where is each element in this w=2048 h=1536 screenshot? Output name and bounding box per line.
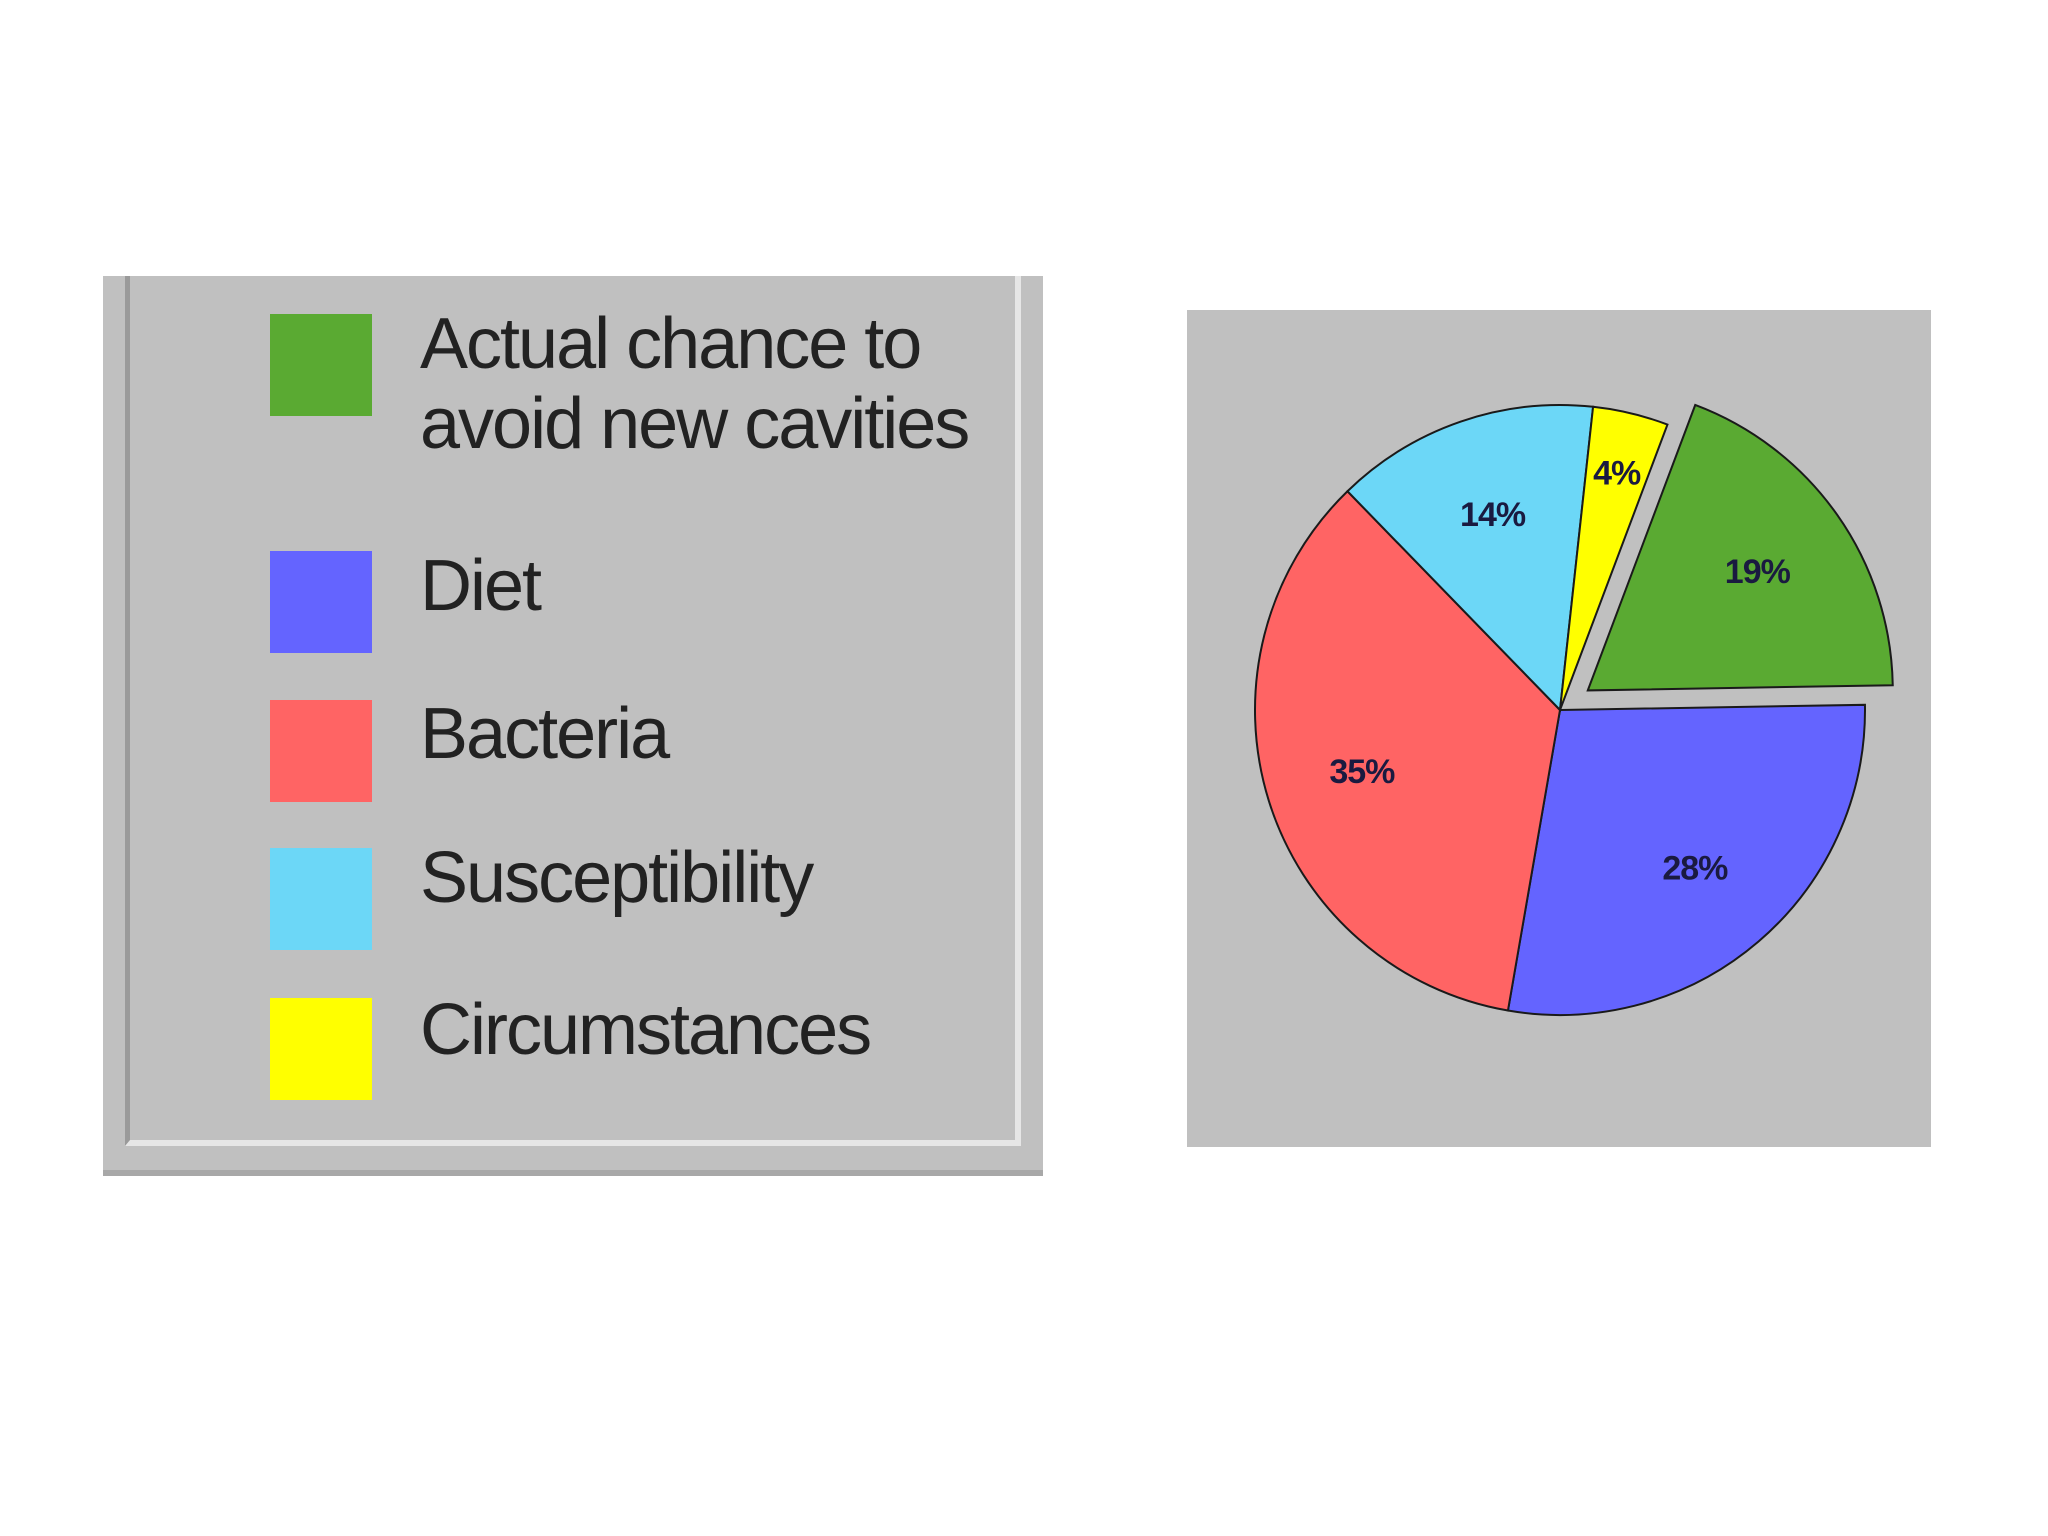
- pie-value-label-1: 28%: [1662, 850, 1728, 888]
- pie-slice-3: [1346, 404, 1595, 713]
- pie-value-label-3: 14%: [1460, 496, 1526, 534]
- legend-label-line: Actual chance to: [420, 304, 922, 384]
- legend-frame: Actual chance to avoid new cavities Diet…: [125, 276, 1021, 1146]
- legend-label-line: Circumstances: [420, 990, 872, 1070]
- pie-value-label-0: 19%: [1725, 553, 1791, 591]
- legend-swatch-cyan: [270, 848, 372, 950]
- legend-label-line: avoid new cavities: [420, 384, 970, 464]
- legend-swatch-blue: [270, 551, 372, 653]
- legend-label-line: Susceptibility: [420, 838, 814, 918]
- chart-panel: 19% 28% 35% 14% 4%: [1187, 310, 1931, 1147]
- legend-swatch-yellow: [270, 998, 372, 1100]
- pie-value-label-4: 4%: [1593, 455, 1641, 493]
- pie-value-label-2: 35%: [1329, 753, 1395, 791]
- pie-slice-1: [1506, 703, 1866, 1016]
- pie-slice-2: [1254, 489, 1562, 1012]
- legend-swatch-red: [270, 700, 372, 802]
- pie-slice-0: [1586, 403, 1894, 692]
- legend-label-line: Bacteria: [420, 694, 670, 774]
- legend-bottom-edge: [103, 1170, 1043, 1176]
- legend-panel: Actual chance to avoid new cavities Diet…: [103, 276, 1043, 1176]
- pie-slice-4: [1559, 405, 1669, 711]
- legend-label-line: Diet: [420, 546, 542, 626]
- pie-chart: 19% 28% 35% 14% 4%: [1254, 403, 1894, 1016]
- legend-swatch-green: [270, 314, 372, 416]
